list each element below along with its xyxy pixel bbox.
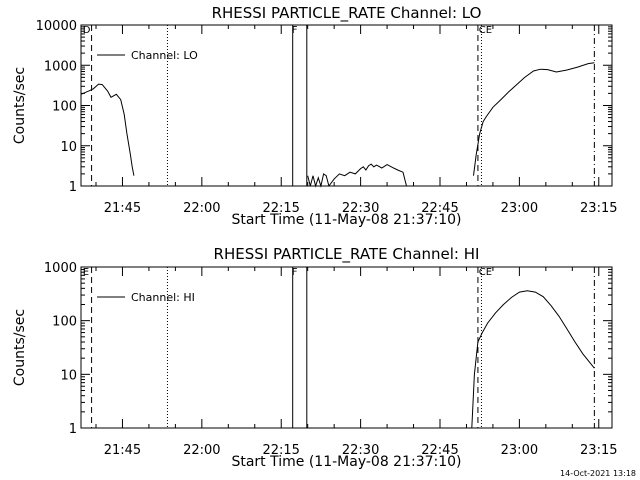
panel1-series-line [80, 83, 135, 176]
panel1-y-tick-label: 10 [60, 140, 77, 155]
panel2-marker-label: E [83, 267, 89, 278]
panel2-series-line [471, 290, 595, 429]
panel1-x-axis-label: Start Time (11-May-08 21:37:10) [231, 212, 461, 228]
panel1-x-tick-label: 21:45 [104, 201, 141, 216]
panel2-x-tick-label: 22:45 [421, 443, 458, 458]
panel2-x-tick-label: 22:30 [342, 443, 379, 458]
panel1-x-tick-label: 22:45 [421, 201, 458, 216]
panel2-x-axis-label: Start Time (11-May-08 21:37:10) [231, 454, 461, 470]
panel2-x-tick-label: 22:15 [262, 443, 299, 458]
panel2-x-tick-label: 23:00 [501, 443, 538, 458]
panel2-marker-label: CE [479, 267, 492, 278]
panel1-marker-label: F [292, 25, 298, 36]
panel2-x-tick-label: 22:00 [183, 443, 220, 458]
panel2-plot-frame [80, 266, 613, 429]
panel2-marker-label: F [292, 267, 298, 278]
panel2-x-tick-label: 21:45 [104, 443, 141, 458]
panel1-x-tick-label: 22:15 [262, 201, 299, 216]
panel1-legend-label: Channel: LO [131, 49, 198, 62]
panel2-y-axis-label: Counts/sec [12, 309, 28, 386]
panel1-y-axis-label: Counts/sec [12, 67, 28, 144]
panel2-y-tick-label: 1000 [44, 261, 77, 276]
panel1-y-tick-label: 1000 [44, 59, 77, 74]
panel1-y-tick-label: 10000 [36, 19, 77, 34]
panel1-series-line [473, 62, 595, 176]
panel1-chart-title: RHESSI PARTICLE_RATE Channel: LO [212, 4, 482, 23]
panel1-series-line [328, 163, 407, 187]
panel2-y-tick-label: 10 [60, 368, 77, 383]
panel2-legend-label: Channel: HI [131, 291, 195, 304]
panel2-y-tick-label: 100 [52, 315, 77, 330]
panel1-x-tick-label: 23:00 [501, 201, 538, 216]
panel1-series-line [307, 173, 330, 188]
panel2-chart-title: RHESSI PARTICLE_RATE Channel: HI [214, 245, 480, 264]
plot-timestamp: 14-Oct-2021 13:18 [560, 469, 636, 478]
panel1-marker-label: D [83, 25, 91, 36]
panel1-x-tick-label: 22:30 [342, 201, 379, 216]
panel1-x-tick-label: 23:15 [580, 201, 617, 216]
panel2-y-tick-label: 1 [69, 422, 77, 437]
panel1-x-tick-label: 22:00 [183, 201, 220, 216]
panel2-x-tick-label: 23:15 [580, 443, 617, 458]
panel1-y-tick-label: 1 [69, 180, 77, 195]
panel1-y-tick-label: 100 [52, 100, 77, 115]
panel1-marker-label: CE [479, 25, 492, 36]
